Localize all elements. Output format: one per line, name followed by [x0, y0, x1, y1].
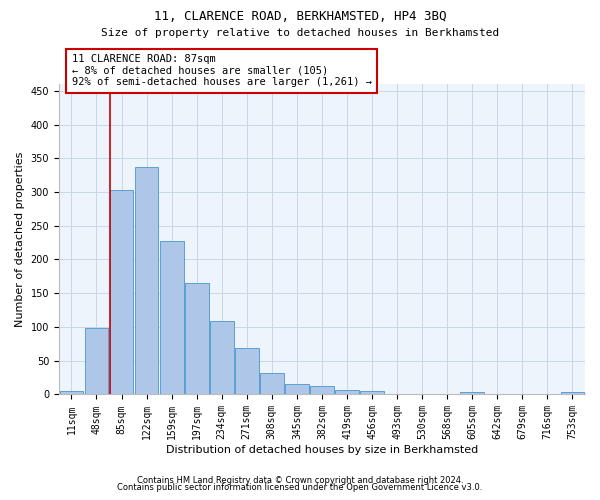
Text: Contains public sector information licensed under the Open Government Licence v3: Contains public sector information licen… [118, 484, 482, 492]
Bar [85, 328, 109, 394]
Bar [160, 242, 184, 394]
Text: Contains HM Land Registry data © Crown copyright and database right 2024.: Contains HM Land Registry data © Crown c… [137, 476, 463, 485]
Bar [134, 167, 158, 394]
Bar [285, 384, 309, 394]
Bar [185, 283, 209, 395]
Text: 11, CLARENCE ROAD, BERKHAMSTED, HP4 3BQ: 11, CLARENCE ROAD, BERKHAMSTED, HP4 3BQ [154, 10, 446, 23]
Y-axis label: Number of detached properties: Number of detached properties [15, 152, 25, 327]
Bar [210, 321, 233, 394]
Bar [460, 392, 484, 394]
Bar [560, 392, 584, 394]
Bar [335, 390, 359, 394]
Text: 11 CLARENCE ROAD: 87sqm
← 8% of detached houses are smaller (105)
92% of semi-de: 11 CLARENCE ROAD: 87sqm ← 8% of detached… [71, 54, 371, 88]
Text: Size of property relative to detached houses in Berkhamsted: Size of property relative to detached ho… [101, 28, 499, 38]
Bar [360, 391, 384, 394]
Bar [260, 373, 284, 394]
Bar [235, 348, 259, 395]
Bar [110, 190, 133, 394]
Bar [59, 391, 83, 394]
X-axis label: Distribution of detached houses by size in Berkhamsted: Distribution of detached houses by size … [166, 445, 478, 455]
Bar [310, 386, 334, 394]
